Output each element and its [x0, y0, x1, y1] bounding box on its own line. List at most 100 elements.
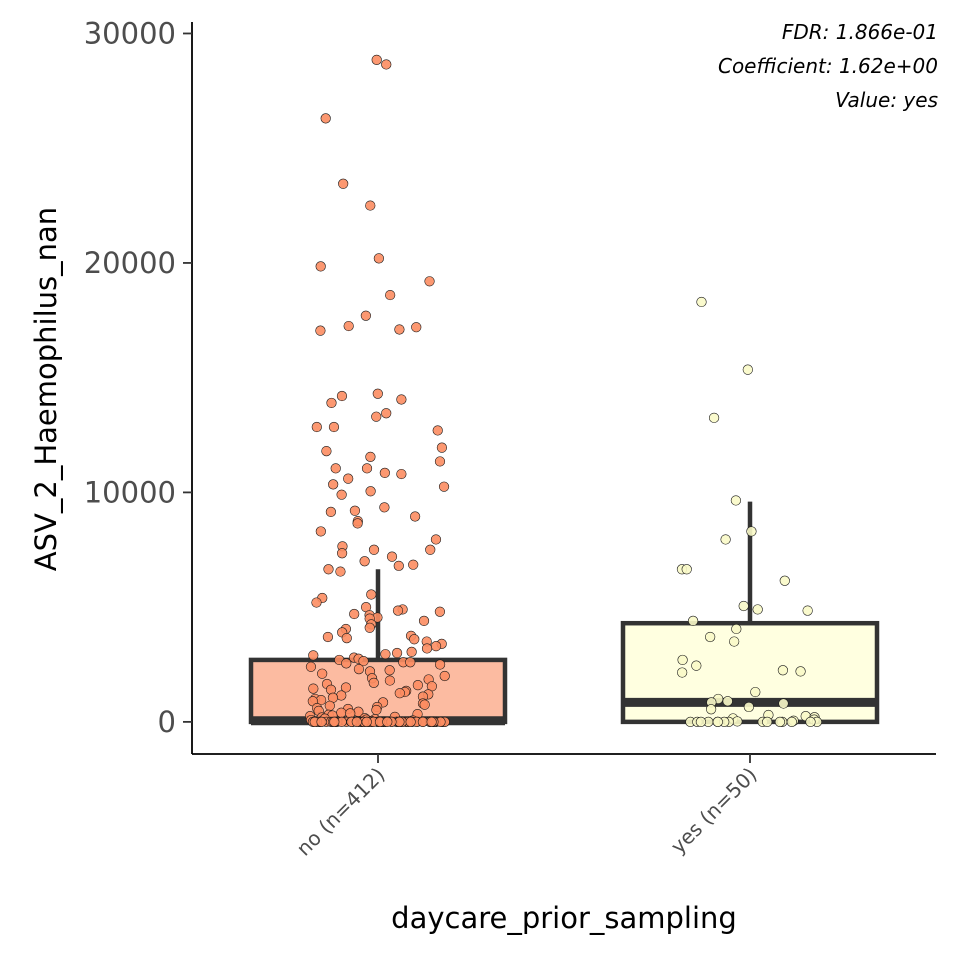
data-point	[436, 442, 448, 453]
data-point	[742, 364, 753, 375]
data-point	[380, 649, 391, 660]
data-point	[338, 178, 349, 189]
data-point	[396, 394, 407, 405]
data-point	[722, 696, 733, 707]
data-point	[373, 253, 384, 264]
data-point	[316, 716, 327, 727]
data-point	[434, 659, 446, 670]
data-point	[366, 589, 377, 600]
data-point	[322, 631, 334, 643]
data-point	[720, 534, 731, 545]
data-point	[337, 548, 348, 559]
y-tick-label: 30000	[84, 16, 176, 50]
data-point	[381, 408, 392, 419]
data-point	[408, 559, 419, 570]
data-point	[706, 704, 717, 715]
data-point	[691, 660, 702, 671]
data-point	[341, 658, 352, 669]
y-ticks: 0 10000 20000 30000	[84, 16, 192, 739]
data-point	[802, 605, 813, 616]
annotation-coefficient: Coefficient: 1.62e+00	[718, 54, 938, 78]
data-point	[432, 425, 443, 436]
annotation-fdr: FDR: 1.866e-01	[782, 20, 938, 44]
data-point	[365, 486, 376, 497]
data-point	[371, 704, 382, 716]
data-point	[336, 707, 347, 718]
data-point	[677, 654, 688, 666]
data-point	[730, 495, 741, 506]
data-point	[687, 615, 699, 627]
data-point	[743, 701, 754, 713]
data-point	[365, 451, 376, 462]
data-point	[349, 505, 361, 516]
data-point	[750, 686, 761, 698]
data-point	[419, 699, 430, 710]
data-point	[328, 479, 339, 490]
data-point	[368, 544, 380, 555]
data-point	[315, 261, 326, 272]
data-point	[731, 623, 742, 635]
data-point	[774, 716, 786, 727]
data-point	[409, 634, 420, 645]
data-point	[317, 668, 328, 679]
data-point	[410, 511, 421, 522]
data-point	[394, 688, 405, 699]
data-point	[786, 716, 797, 727]
data-point	[779, 575, 790, 586]
data-point	[311, 421, 322, 433]
data-point	[762, 716, 773, 727]
data-point	[424, 276, 435, 287]
data-point	[418, 615, 430, 627]
data-point	[681, 564, 692, 575]
data-point	[439, 670, 450, 682]
data-point	[364, 622, 375, 633]
x-ticks: no (n=412) yes (n=50)	[292, 754, 762, 860]
data-point	[417, 716, 429, 727]
data-point	[393, 560, 404, 571]
data-point	[695, 716, 707, 727]
data-point	[412, 680, 423, 691]
data-point	[411, 322, 422, 333]
data-point	[421, 643, 433, 654]
data-point	[438, 481, 450, 492]
data-point	[712, 716, 723, 727]
data-point	[406, 646, 417, 657]
data-point	[708, 412, 720, 423]
data-point	[394, 324, 405, 335]
data-point	[330, 463, 341, 474]
data-point	[308, 683, 319, 694]
data-point	[434, 606, 446, 617]
data-point	[384, 675, 395, 686]
points-layer	[305, 54, 823, 727]
data-point	[361, 463, 373, 474]
data-point	[379, 502, 390, 513]
data-point	[434, 456, 446, 467]
data-point	[361, 716, 372, 727]
data-point	[384, 665, 395, 676]
x-axis-title: daycare_prior_sampling	[391, 901, 737, 935]
data-point	[345, 708, 356, 719]
data-point	[729, 636, 740, 647]
data-point	[382, 716, 393, 727]
data-point	[336, 390, 348, 402]
data-point	[392, 605, 404, 616]
data-point	[365, 200, 376, 211]
data-point	[325, 506, 336, 518]
data-point	[340, 682, 352, 693]
data-point	[430, 534, 442, 545]
x-tick-label: yes (n=50)	[666, 763, 762, 859]
data-point	[343, 320, 354, 332]
data-point	[777, 665, 789, 676]
data-point	[368, 677, 379, 688]
data-point	[335, 566, 346, 577]
data-point	[425, 544, 436, 555]
data-point	[371, 54, 382, 65]
data-point	[359, 556, 370, 567]
data-point	[795, 666, 806, 677]
y-tick-label: 20000	[84, 246, 176, 280]
data-point	[328, 421, 340, 433]
data-point	[381, 59, 392, 70]
y-axis-title: ASV_2_Haemophilus_nan	[29, 207, 63, 571]
data-point	[405, 657, 416, 668]
data-point	[324, 700, 335, 711]
